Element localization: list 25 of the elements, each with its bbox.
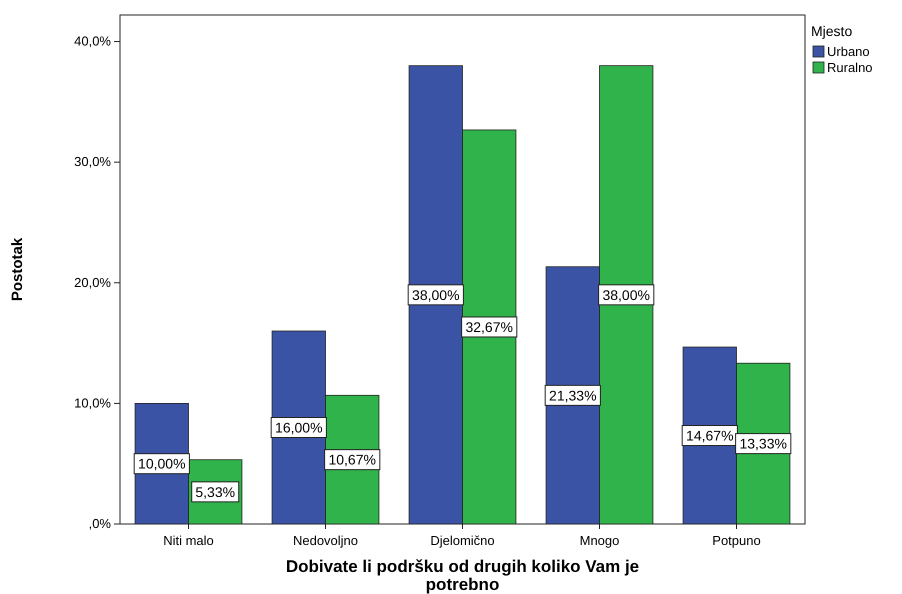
y-tick-label: ,0%: [88, 516, 112, 531]
x-tick-label: Nedovoljno: [292, 533, 358, 548]
x-tick-label: Niti malo: [163, 533, 214, 548]
y-axis-title: Postotak: [9, 237, 26, 302]
x-tick-label: Potpuno: [712, 533, 761, 548]
data-label: 16,00%: [275, 420, 323, 436]
y-tick-label: 30,0%: [74, 154, 112, 170]
y-tick-label: 20,0%: [74, 274, 112, 290]
data-label: 13,33%: [739, 436, 787, 452]
data-label: 38,00%: [412, 286, 460, 303]
data-label: 14,67%: [686, 428, 734, 444]
data-label: 5,33%: [195, 484, 236, 500]
x-tick-label: Mnogo: [580, 533, 620, 548]
legend-label: Ruralno: [827, 60, 873, 75]
y-tick-label: 40,0%: [74, 34, 112, 49]
legend-label: Urbano: [827, 44, 870, 59]
x-axis-title: Dobivate li podršku od drugih koliko Vam je potrebno: [286, 557, 640, 594]
legend-title: Mjesto: [811, 23, 852, 39]
data-label: 10,00%: [138, 456, 186, 472]
data-label: 21,33%: [549, 387, 597, 404]
data-label: 38,00%: [602, 286, 650, 303]
x-tick-label: Djelomično: [430, 533, 495, 548]
data-label: 32,67%: [465, 318, 513, 335]
y-tick-label: 10,0%: [74, 395, 112, 410]
data-label: 10,67%: [328, 452, 376, 468]
